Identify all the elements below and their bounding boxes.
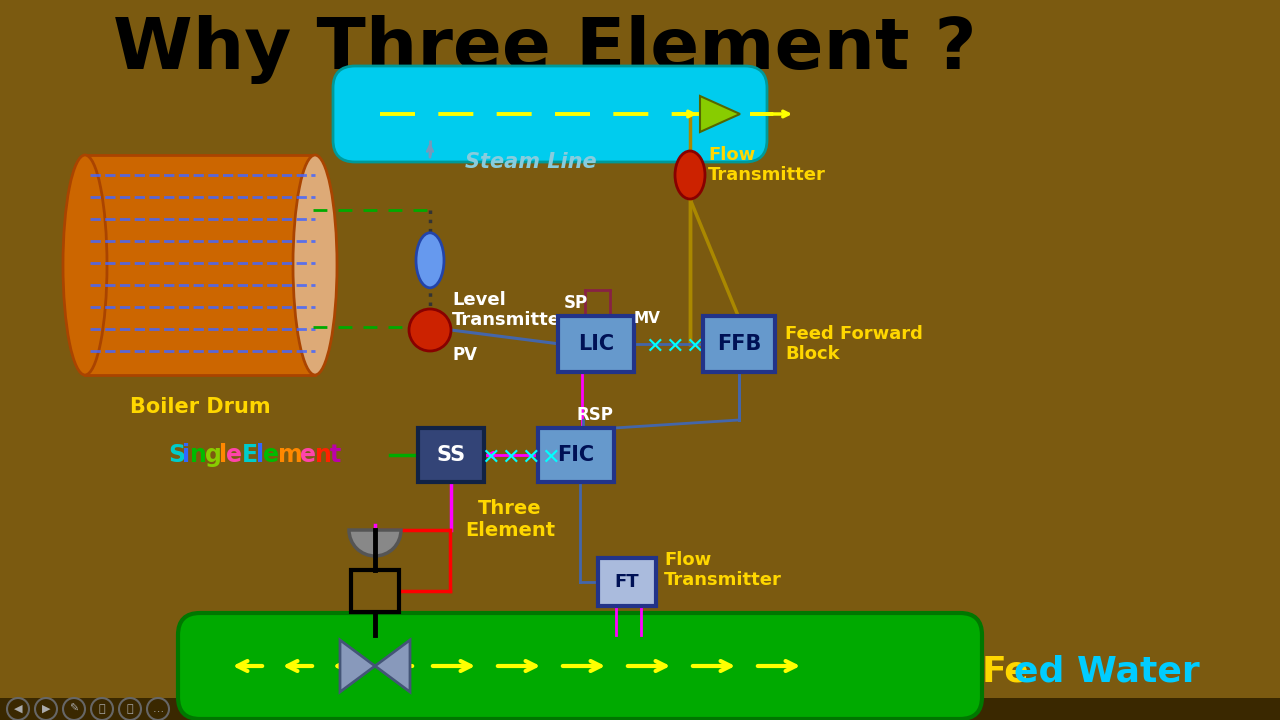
Text: ed Water: ed Water bbox=[1014, 654, 1199, 688]
Text: n: n bbox=[189, 443, 207, 467]
FancyBboxPatch shape bbox=[538, 428, 614, 482]
Polygon shape bbox=[340, 640, 375, 692]
Text: PV: PV bbox=[452, 346, 477, 364]
Text: ▶: ▶ bbox=[42, 704, 50, 714]
Text: Feed Forward
Block: Feed Forward Block bbox=[785, 325, 923, 364]
Text: S: S bbox=[168, 443, 186, 467]
Text: e: e bbox=[300, 443, 316, 467]
Text: Steam Line: Steam Line bbox=[465, 152, 596, 172]
Text: FFB: FFB bbox=[717, 334, 762, 354]
Text: n: n bbox=[315, 443, 332, 467]
Text: FIC: FIC bbox=[557, 445, 595, 465]
Wedge shape bbox=[349, 530, 401, 556]
FancyBboxPatch shape bbox=[0, 698, 1280, 720]
Text: SS: SS bbox=[436, 445, 466, 465]
Text: SP: SP bbox=[564, 294, 588, 312]
Text: Flow
Transmitter: Flow Transmitter bbox=[708, 145, 826, 184]
Text: Why Three Element ?: Why Three Element ? bbox=[113, 16, 977, 84]
FancyBboxPatch shape bbox=[178, 613, 982, 719]
FancyBboxPatch shape bbox=[419, 428, 484, 482]
Polygon shape bbox=[700, 96, 740, 132]
Ellipse shape bbox=[675, 151, 705, 199]
Text: Boiler Drum: Boiler Drum bbox=[129, 397, 270, 417]
FancyBboxPatch shape bbox=[703, 316, 774, 372]
Text: LIC: LIC bbox=[579, 334, 614, 354]
Text: ✕: ✕ bbox=[685, 337, 703, 357]
Text: MV: MV bbox=[634, 311, 660, 326]
Text: E: E bbox=[242, 443, 259, 467]
Ellipse shape bbox=[63, 155, 108, 375]
Text: e: e bbox=[262, 443, 279, 467]
Text: l: l bbox=[219, 443, 227, 467]
Circle shape bbox=[410, 309, 451, 351]
Text: …: … bbox=[152, 704, 164, 714]
Text: m: m bbox=[278, 443, 303, 467]
Text: i: i bbox=[182, 443, 191, 467]
FancyBboxPatch shape bbox=[558, 316, 634, 372]
Text: ✕: ✕ bbox=[540, 448, 559, 468]
Polygon shape bbox=[375, 640, 410, 692]
Text: ✕: ✕ bbox=[645, 337, 663, 357]
Text: 🔍: 🔍 bbox=[127, 704, 133, 714]
Text: Fe: Fe bbox=[982, 654, 1029, 688]
Text: t: t bbox=[330, 443, 342, 467]
FancyBboxPatch shape bbox=[333, 66, 767, 162]
Ellipse shape bbox=[416, 233, 444, 288]
Text: ✕: ✕ bbox=[664, 337, 684, 357]
Text: ✎: ✎ bbox=[69, 704, 78, 714]
Text: ✕: ✕ bbox=[521, 448, 539, 468]
Text: g: g bbox=[205, 443, 221, 467]
FancyBboxPatch shape bbox=[84, 155, 315, 375]
Text: ✕: ✕ bbox=[500, 448, 520, 468]
Text: Level
Transmitter: Level Transmitter bbox=[452, 291, 570, 329]
Text: RSP: RSP bbox=[576, 406, 613, 424]
FancyBboxPatch shape bbox=[598, 558, 657, 606]
Ellipse shape bbox=[293, 155, 337, 375]
Text: l: l bbox=[256, 443, 264, 467]
Text: ◀: ◀ bbox=[14, 704, 22, 714]
Text: Flow
Transmitter: Flow Transmitter bbox=[664, 551, 782, 590]
Text: FT: FT bbox=[614, 573, 639, 591]
Text: Three
Element: Three Element bbox=[465, 500, 556, 541]
Text: e: e bbox=[227, 443, 242, 467]
Text: ⧉: ⧉ bbox=[99, 704, 105, 714]
Text: ✕: ✕ bbox=[481, 448, 499, 468]
